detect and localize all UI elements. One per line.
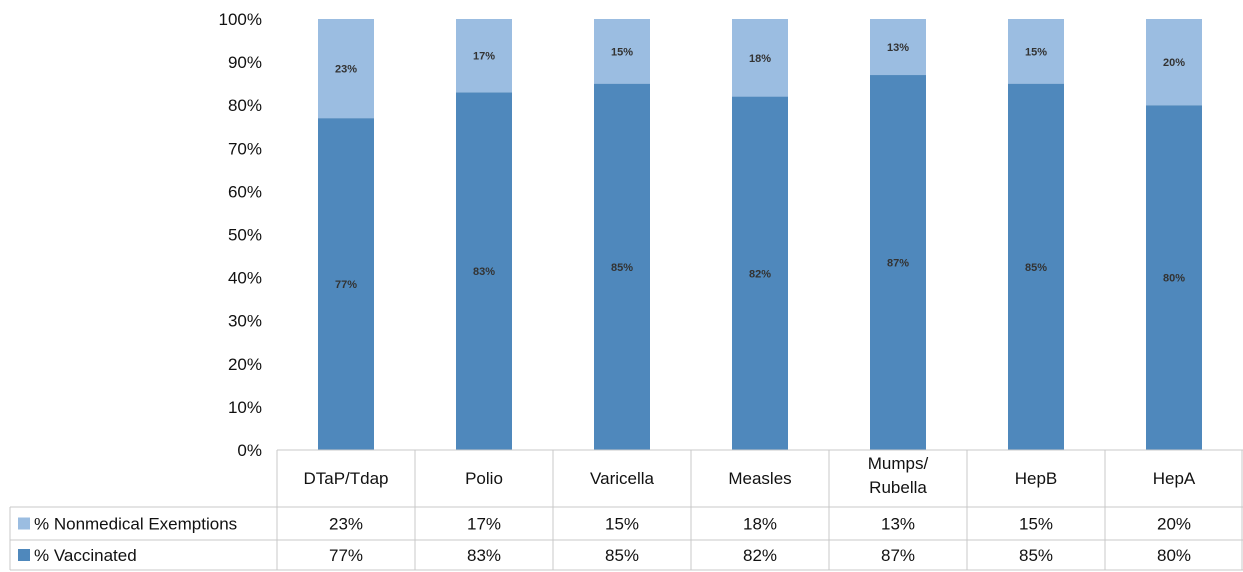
table-cell: 85% bbox=[605, 546, 639, 565]
y-tick-label: 40% bbox=[228, 269, 262, 288]
data-label-nonmedical-exemptions: 23% bbox=[335, 64, 357, 76]
x-category-label: Measles bbox=[728, 469, 791, 488]
y-tick-label: 60% bbox=[228, 182, 262, 201]
bar-nonmedical-exemptions bbox=[1008, 19, 1064, 84]
y-tick-label: 90% bbox=[228, 53, 262, 72]
y-tick-label: 10% bbox=[228, 398, 262, 417]
x-category-label: HepB bbox=[1015, 469, 1058, 488]
y-tick-label: 100% bbox=[219, 10, 262, 29]
table-cell: 20% bbox=[1157, 515, 1191, 534]
data-label-nonmedical-exemptions: 17% bbox=[473, 51, 495, 63]
table-cell: 17% bbox=[467, 515, 501, 534]
table-cell: 23% bbox=[329, 515, 363, 534]
table-cell: 15% bbox=[1019, 515, 1053, 534]
y-tick-label: 0% bbox=[237, 441, 262, 460]
bar-vaccinated bbox=[1008, 83, 1064, 451]
table-cell: 82% bbox=[743, 546, 777, 565]
bar-vaccinated bbox=[1146, 105, 1202, 450]
bar-vaccinated bbox=[594, 83, 650, 451]
data-label-nonmedical-exemptions: 15% bbox=[1025, 46, 1047, 58]
data-label-nonmedical-exemptions: 13% bbox=[887, 42, 909, 54]
bar-vaccinated bbox=[318, 118, 374, 450]
y-tick-label: 50% bbox=[228, 226, 262, 245]
data-label-vaccinated: 82% bbox=[749, 268, 771, 280]
bar-nonmedical-exemptions bbox=[318, 19, 374, 119]
bar-nonmedical-exemptions bbox=[870, 19, 926, 76]
bar-nonmedical-exemptions bbox=[594, 19, 650, 84]
bar-nonmedical-exemptions bbox=[1146, 19, 1202, 106]
bar-vaccinated bbox=[870, 75, 926, 450]
y-tick-label: 80% bbox=[228, 96, 262, 115]
x-category-label: Varicella bbox=[590, 469, 654, 488]
table-cell: 13% bbox=[881, 515, 915, 534]
x-category-label: HepA bbox=[1153, 469, 1196, 488]
data-label-nonmedical-exemptions: 20% bbox=[1163, 57, 1185, 69]
legend-label-nonmedical-exemptions: % Nonmedical Exemptions bbox=[34, 515, 237, 534]
table-cell: 77% bbox=[329, 546, 363, 565]
bar-nonmedical-exemptions bbox=[456, 19, 512, 93]
bar-vaccinated bbox=[456, 92, 512, 451]
y-tick-label: 20% bbox=[228, 355, 262, 374]
data-label-nonmedical-exemptions: 15% bbox=[611, 46, 633, 58]
table-cell: 87% bbox=[881, 546, 915, 565]
bar-nonmedical-exemptions bbox=[732, 19, 788, 97]
x-category-label: DTaP/Tdap bbox=[303, 469, 388, 488]
data-label-vaccinated: 87% bbox=[887, 258, 909, 270]
table-cell: 83% bbox=[467, 546, 501, 565]
table-cell: 18% bbox=[743, 515, 777, 534]
y-tick-label: 70% bbox=[228, 139, 262, 158]
data-label-vaccinated: 80% bbox=[1163, 273, 1185, 285]
data-label-vaccinated: 85% bbox=[1025, 262, 1047, 274]
data-label-vaccinated: 85% bbox=[611, 262, 633, 274]
x-category-label: Mumps/Rubella bbox=[868, 454, 929, 497]
table-cell: 85% bbox=[1019, 546, 1053, 565]
y-tick-label: 30% bbox=[228, 312, 262, 331]
legend-swatch-nonmedical-exemptions bbox=[18, 517, 30, 530]
table-cell: 15% bbox=[605, 515, 639, 534]
data-label-vaccinated: 83% bbox=[473, 266, 495, 278]
legend-label-vaccinated: % Vaccinated bbox=[34, 546, 137, 565]
data-label-nonmedical-exemptions: 18% bbox=[749, 53, 771, 65]
data-label-vaccinated: 77% bbox=[335, 279, 357, 291]
legend-swatch-vaccinated bbox=[18, 549, 30, 561]
table-cell: 80% bbox=[1157, 546, 1191, 565]
x-category-label: Polio bbox=[465, 469, 503, 488]
bar-vaccinated bbox=[732, 96, 788, 450]
